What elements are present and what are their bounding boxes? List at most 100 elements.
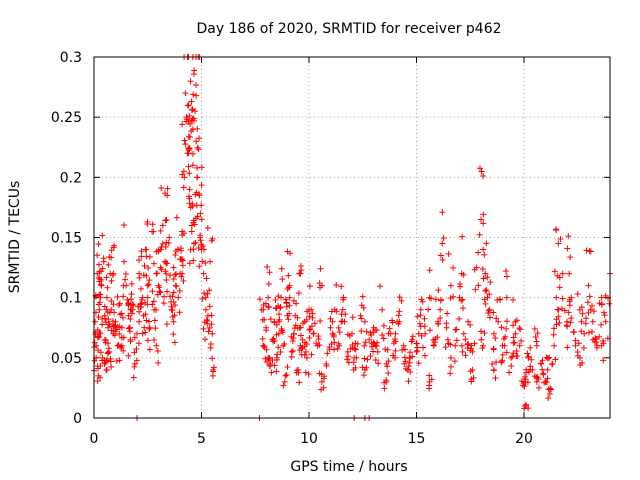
data-point [133,357,140,364]
data-point [447,282,454,289]
data-point [195,190,202,197]
data-point [164,192,171,199]
data-point [190,246,197,253]
data-point [114,293,121,300]
data-point [559,295,566,302]
data-point [539,366,546,373]
data-point [166,234,173,241]
data-point [372,326,379,333]
data-point [157,289,164,296]
data-point [152,325,159,332]
data-point [318,378,325,385]
data-point [546,354,553,361]
data-point [402,358,409,365]
data-point [170,289,177,296]
data-point [331,339,338,346]
data-point [372,357,379,364]
data-point [363,364,370,371]
data-point [437,306,444,313]
data-point [200,246,207,253]
data-point [113,357,120,364]
data-point [531,373,538,380]
data-point [209,372,216,379]
data-point [349,342,356,349]
data-point [484,294,491,301]
data-point [126,328,133,335]
data-point [189,126,196,133]
data-point [313,340,320,347]
data-point [198,216,205,223]
data-point [129,301,136,308]
data-point [118,342,125,349]
data-point [306,283,313,290]
data-point [490,330,497,337]
data-point [506,369,513,376]
data-point [265,303,272,310]
data-point [450,264,457,271]
data-point [458,342,465,349]
data-point [400,342,407,349]
data-point [190,71,197,78]
data-point [296,347,303,354]
data-point [364,356,371,363]
data-point [303,348,310,355]
data-point [328,308,335,315]
data-point [460,330,467,337]
data-point [447,354,454,361]
y-tick-label: 0 [73,411,82,427]
data-point [475,282,482,289]
data-point [417,306,424,313]
data-point [490,367,497,374]
data-point [95,241,102,248]
data-point [189,106,196,113]
data-point [282,372,289,379]
data-point [96,299,103,306]
data-point [464,341,471,348]
data-point [157,264,164,271]
data-point [516,325,523,332]
data-point [460,271,467,278]
data-point [447,363,454,370]
data-point [317,265,324,272]
data-point [565,309,572,316]
data-point [146,253,153,260]
data-point [197,210,204,217]
data-point [568,315,575,322]
data-point [499,351,506,358]
data-point [340,294,347,301]
data-point [202,336,209,343]
data-point [334,345,341,352]
data-point [457,283,464,290]
data-point [103,274,110,281]
data-point [188,228,195,235]
data-point [503,349,510,356]
data-point [182,141,189,148]
data-point [143,246,150,253]
data-point [141,324,148,331]
data-point [541,379,548,386]
data-point [128,310,135,317]
data-point [190,257,197,264]
data-point [306,326,313,333]
data-point [285,316,292,323]
data-point [391,335,398,342]
data-point [128,280,135,287]
data-point [417,323,424,330]
data-point [344,356,351,363]
data-point [476,231,483,238]
data-point [579,359,586,366]
data-point [479,266,486,273]
data-point [256,296,263,303]
data-point [120,347,127,354]
data-point [190,115,197,122]
data-point [361,318,368,325]
data-point [276,311,283,318]
data-point [524,350,531,357]
data-point [149,221,156,228]
data-point [586,248,593,255]
data-point [482,287,489,294]
data-point [346,332,353,339]
data-point [170,331,177,338]
data-point [131,349,138,356]
data-point [206,324,213,331]
